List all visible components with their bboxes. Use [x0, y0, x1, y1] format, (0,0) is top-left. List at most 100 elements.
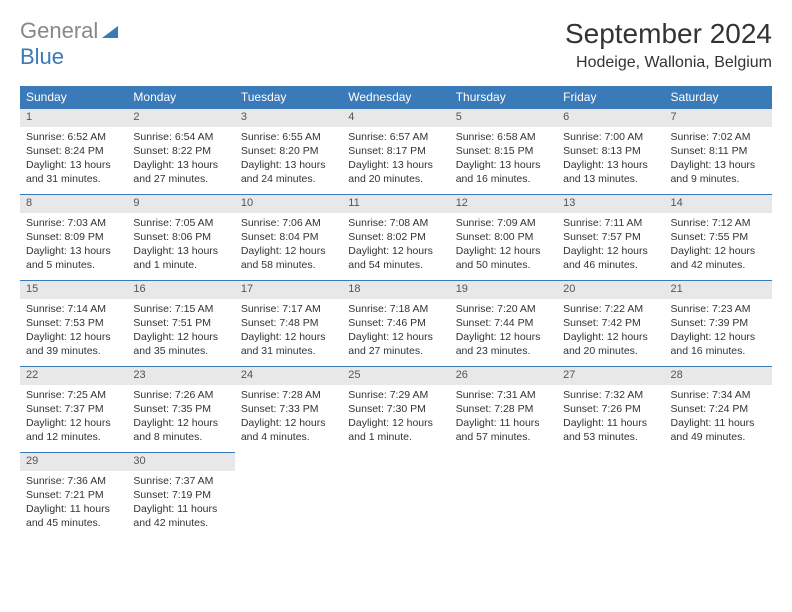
logo-word1: General [20, 18, 98, 44]
day-cell: Sunrise: 7:22 AMSunset: 7:42 PMDaylight:… [557, 299, 664, 367]
sunrise-text: Sunrise: 7:00 AM [563, 130, 658, 144]
daylight-text: Daylight: 12 hours and 20 minutes. [563, 330, 658, 358]
daylight-text: Daylight: 13 hours and 5 minutes. [26, 244, 121, 272]
empty-cell [450, 453, 557, 471]
day-number: 20 [557, 281, 664, 299]
day-cell: Sunrise: 7:08 AMSunset: 8:02 PMDaylight:… [342, 213, 449, 281]
sunrise-text: Sunrise: 6:54 AM [133, 130, 228, 144]
day-number: 15 [20, 281, 127, 299]
calendar-table: SundayMondayTuesdayWednesdayThursdayFrid… [20, 86, 772, 539]
empty-cell [235, 471, 342, 539]
day-number: 23 [127, 367, 234, 385]
daylight-text: Daylight: 12 hours and 12 minutes. [26, 416, 121, 444]
sunset-text: Sunset: 8:15 PM [456, 144, 551, 158]
daylight-text: Daylight: 13 hours and 13 minutes. [563, 158, 658, 186]
sunrise-text: Sunrise: 7:31 AM [456, 388, 551, 402]
day-number: 29 [20, 453, 127, 471]
day-cell: Sunrise: 7:20 AMSunset: 7:44 PMDaylight:… [450, 299, 557, 367]
day-number: 18 [342, 281, 449, 299]
sunrise-text: Sunrise: 6:55 AM [241, 130, 336, 144]
calendar-body: 1234567Sunrise: 6:52 AMSunset: 8:24 PMDa… [20, 109, 772, 539]
day-number: 27 [557, 367, 664, 385]
daylight-text: Daylight: 11 hours and 45 minutes. [26, 502, 121, 530]
daylight-text: Daylight: 12 hours and 39 minutes. [26, 330, 121, 358]
day-cell: Sunrise: 7:05 AMSunset: 8:06 PMDaylight:… [127, 213, 234, 281]
sunset-text: Sunset: 7:33 PM [241, 402, 336, 416]
daylight-text: Daylight: 11 hours and 53 minutes. [563, 416, 658, 444]
sunset-text: Sunset: 8:04 PM [241, 230, 336, 244]
day-number: 13 [557, 195, 664, 213]
sunrise-text: Sunrise: 7:11 AM [563, 216, 658, 230]
sunset-text: Sunset: 7:42 PM [563, 316, 658, 330]
sunset-text: Sunset: 7:55 PM [671, 230, 766, 244]
sunrise-text: Sunrise: 7:12 AM [671, 216, 766, 230]
day-number-row: 2930 [20, 453, 772, 471]
title-block: September 2024 Hodeige, Wallonia, Belgiu… [565, 18, 772, 72]
day-number: 19 [450, 281, 557, 299]
sunset-text: Sunset: 8:02 PM [348, 230, 443, 244]
sunrise-text: Sunrise: 7:29 AM [348, 388, 443, 402]
sunrise-text: Sunrise: 7:25 AM [26, 388, 121, 402]
daylight-text: Daylight: 13 hours and 20 minutes. [348, 158, 443, 186]
day-number: 22 [20, 367, 127, 385]
sunrise-text: Sunrise: 7:22 AM [563, 302, 658, 316]
daylight-text: Daylight: 13 hours and 24 minutes. [241, 158, 336, 186]
day-number: 4 [342, 109, 449, 127]
day-detail-row: Sunrise: 6:52 AMSunset: 8:24 PMDaylight:… [20, 127, 772, 195]
daylight-text: Daylight: 13 hours and 9 minutes. [671, 158, 766, 186]
sunset-text: Sunset: 7:35 PM [133, 402, 228, 416]
page-title: September 2024 [565, 18, 772, 50]
daylight-text: Daylight: 12 hours and 16 minutes. [671, 330, 766, 358]
sunrise-text: Sunrise: 7:06 AM [241, 216, 336, 230]
day-cell: Sunrise: 7:31 AMSunset: 7:28 PMDaylight:… [450, 385, 557, 453]
day-cell: Sunrise: 7:18 AMSunset: 7:46 PMDaylight:… [342, 299, 449, 367]
sunrise-text: Sunrise: 7:17 AM [241, 302, 336, 316]
day-number: 14 [665, 195, 772, 213]
sunset-text: Sunset: 7:19 PM [133, 488, 228, 502]
sunset-text: Sunset: 8:22 PM [133, 144, 228, 158]
weekday-header: Tuesday [235, 86, 342, 109]
day-detail-row: Sunrise: 7:14 AMSunset: 7:53 PMDaylight:… [20, 299, 772, 367]
day-cell: Sunrise: 7:23 AMSunset: 7:39 PMDaylight:… [665, 299, 772, 367]
day-cell: Sunrise: 6:52 AMSunset: 8:24 PMDaylight:… [20, 127, 127, 195]
weekday-header: Thursday [450, 86, 557, 109]
day-number-row: 22232425262728 [20, 367, 772, 385]
sunset-text: Sunset: 8:11 PM [671, 144, 766, 158]
day-number: 6 [557, 109, 664, 127]
daylight-text: Daylight: 12 hours and 35 minutes. [133, 330, 228, 358]
weekday-header: Monday [127, 86, 234, 109]
day-number: 16 [127, 281, 234, 299]
day-number: 2 [127, 109, 234, 127]
day-cell: Sunrise: 7:28 AMSunset: 7:33 PMDaylight:… [235, 385, 342, 453]
sunrise-text: Sunrise: 7:20 AM [456, 302, 551, 316]
sunrise-text: Sunrise: 7:02 AM [671, 130, 766, 144]
sunrise-text: Sunrise: 6:58 AM [456, 130, 551, 144]
day-cell: Sunrise: 7:11 AMSunset: 7:57 PMDaylight:… [557, 213, 664, 281]
sunrise-text: Sunrise: 7:26 AM [133, 388, 228, 402]
sunset-text: Sunset: 8:20 PM [241, 144, 336, 158]
sunset-text: Sunset: 7:53 PM [26, 316, 121, 330]
day-cell: Sunrise: 6:58 AMSunset: 8:15 PMDaylight:… [450, 127, 557, 195]
day-cell: Sunrise: 7:32 AMSunset: 7:26 PMDaylight:… [557, 385, 664, 453]
sunset-text: Sunset: 8:09 PM [26, 230, 121, 244]
daylight-text: Daylight: 12 hours and 27 minutes. [348, 330, 443, 358]
sunrise-text: Sunrise: 7:03 AM [26, 216, 121, 230]
day-number: 7 [665, 109, 772, 127]
empty-cell [665, 453, 772, 471]
day-number: 3 [235, 109, 342, 127]
daylight-text: Daylight: 12 hours and 58 minutes. [241, 244, 336, 272]
empty-cell [450, 471, 557, 539]
daylight-text: Daylight: 11 hours and 49 minutes. [671, 416, 766, 444]
daylight-text: Daylight: 11 hours and 57 minutes. [456, 416, 551, 444]
daylight-text: Daylight: 13 hours and 1 minute. [133, 244, 228, 272]
sunrise-text: Sunrise: 7:32 AM [563, 388, 658, 402]
day-cell: Sunrise: 7:09 AMSunset: 8:00 PMDaylight:… [450, 213, 557, 281]
sunrise-text: Sunrise: 7:28 AM [241, 388, 336, 402]
sunset-text: Sunset: 7:28 PM [456, 402, 551, 416]
day-cell: Sunrise: 7:17 AMSunset: 7:48 PMDaylight:… [235, 299, 342, 367]
sunset-text: Sunset: 8:06 PM [133, 230, 228, 244]
empty-cell [557, 453, 664, 471]
weekday-header: Sunday [20, 86, 127, 109]
day-number: 12 [450, 195, 557, 213]
sunset-text: Sunset: 7:30 PM [348, 402, 443, 416]
